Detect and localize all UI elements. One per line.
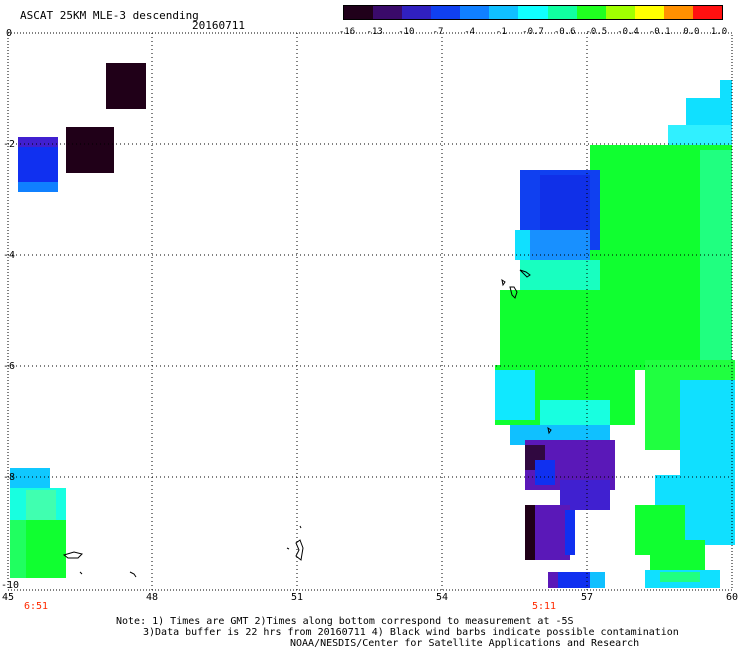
colorbar-swatch: [576, 6, 606, 19]
island-shape: [295, 539, 304, 561]
colorbar-label: -1: [495, 27, 507, 37]
colorbar-label: -0.7: [522, 27, 544, 37]
colorbar-swatch: [547, 6, 577, 19]
colorbar-swatch: [518, 6, 548, 19]
swath-block: [540, 175, 590, 235]
swath-block: [10, 520, 26, 578]
swath-block: [18, 137, 58, 147]
island-shape: [501, 278, 506, 287]
swath-block: [590, 572, 605, 588]
colorbar-swatch: [431, 6, 461, 19]
swath-block: [500, 290, 660, 370]
colorbar-label: -4: [464, 27, 476, 37]
x-tick-label: 60: [726, 592, 739, 603]
colorbar-swatch: [373, 6, 403, 19]
island-shape: [547, 426, 552, 435]
swath-block: [680, 380, 735, 480]
colorbar-label: -0.4: [617, 27, 639, 37]
x-tick-label: 54: [436, 592, 449, 603]
swath-block: [525, 505, 535, 560]
colorbar-label: -10: [398, 27, 415, 37]
island-shape: [299, 525, 302, 529]
swath-right: [495, 80, 735, 588]
colorbar: [343, 5, 723, 20]
swath-block: [548, 572, 603, 588]
colorbar-label: 1.0: [710, 27, 728, 37]
island-shape: [286, 547, 290, 550]
note-line-3: NOAA/NESDIS/Center for Satellite Applica…: [290, 638, 640, 649]
colorbar-label: -0.1: [648, 27, 671, 37]
y-tick-label: -2: [3, 139, 16, 150]
colorbar-label: -7: [432, 27, 444, 37]
colorbar-swatch: [663, 6, 693, 19]
island-shape: [519, 269, 531, 278]
map-date: 20160711: [192, 19, 245, 32]
colorbar-swatch: [692, 6, 723, 19]
y-tick-label: -6: [3, 361, 16, 372]
colorbar-label: -0.6: [553, 27, 576, 37]
swath-block: [535, 460, 555, 485]
swath-block: [18, 147, 58, 182]
colorbar-labels: -16 -13 -10 -7 -4 -1 -0.7 -0.6 -0.5 -0.4 -0.1 0.0 1.…: [0, 27, 740, 39]
colorbar-swatch: [634, 6, 664, 19]
y-tick-label: 0: [6, 28, 13, 39]
swath-left-bottom: [10, 468, 66, 578]
swath-block: [10, 468, 50, 488]
swath-block: [700, 150, 732, 370]
swath-block: [565, 510, 575, 555]
colorbar-label: -0.5: [585, 27, 608, 37]
x-tick-label: 57: [581, 592, 594, 603]
map-frame: [7, 32, 733, 591]
map-title: ASCAT 25KM MLE-3 descending: [20, 9, 199, 22]
time-label: 6:51: [24, 601, 49, 612]
colorbar-swatch: [605, 6, 635, 19]
note-line-2: 3)Data buffer is 22 hrs from 20160711 4)…: [143, 627, 679, 638]
y-tick-label: -8: [3, 472, 16, 483]
swath-block: [720, 80, 732, 100]
time-label: 5:11: [532, 601, 557, 612]
grid: [8, 33, 732, 590]
swath-block: [495, 370, 535, 420]
swath-left-top: [18, 63, 146, 192]
y-tick-label: -10: [1, 580, 20, 591]
colorbar-swatch: [402, 6, 432, 19]
coastlines: [62, 269, 552, 578]
island-shape: [509, 286, 518, 299]
swath-block: [660, 572, 700, 582]
island-shape: [62, 551, 83, 559]
island-shape: [129, 571, 137, 578]
colorbar-swatch: [344, 6, 374, 19]
note-line-1: Note: 1) Times are GMT 2)Times along bot…: [116, 616, 574, 627]
colorbar-swatch: [489, 6, 519, 19]
swath-block: [106, 63, 146, 109]
colorbar-label: -16: [338, 27, 356, 37]
x-tick-label: 51: [291, 592, 304, 603]
swath-block: [548, 572, 558, 588]
colorbar-label: 0.0: [683, 27, 700, 37]
island-shape: [79, 571, 83, 575]
swath-block: [18, 182, 58, 192]
colorbar-swatch: [460, 6, 490, 19]
colorbar-label: -13: [366, 27, 383, 37]
x-tick-label: 45: [2, 592, 15, 603]
y-tick-label: -4: [3, 250, 16, 261]
swath-block: [26, 490, 56, 520]
x-tick-label: 48: [146, 592, 159, 603]
swath-block: [66, 127, 114, 173]
